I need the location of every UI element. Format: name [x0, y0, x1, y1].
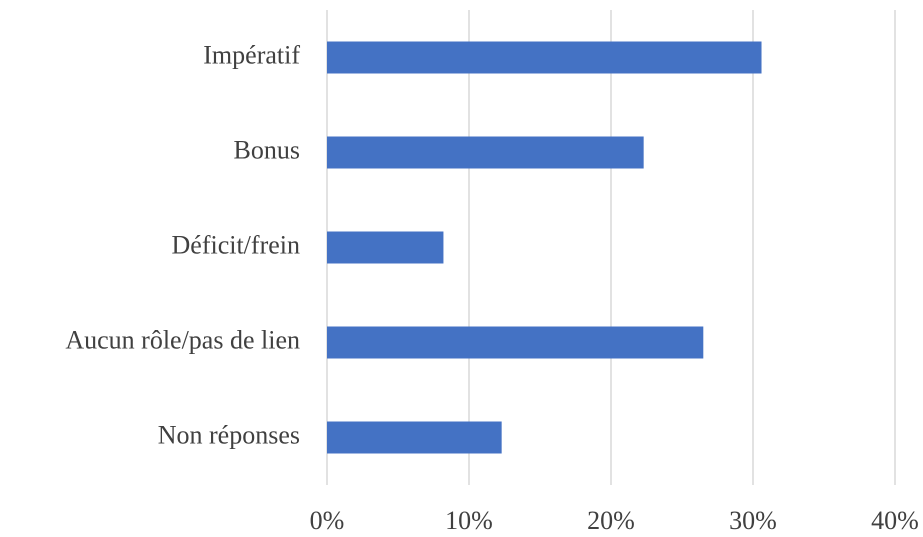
y-tick-label: Aucun rôle/pas de lien	[65, 325, 300, 354]
x-tick-label: 20%	[587, 506, 635, 535]
y-tick-label: Bonus	[234, 135, 300, 164]
bar	[327, 421, 502, 454]
y-tick-label: Non réponses	[158, 420, 300, 449]
x-tick-label: 0%	[310, 506, 345, 535]
bar	[327, 136, 644, 169]
x-tick-label: 40%	[871, 506, 919, 535]
bar	[327, 326, 704, 359]
bar	[327, 41, 762, 74]
y-tick-label: Impératif	[203, 40, 300, 69]
x-tick-label: 10%	[445, 506, 493, 535]
x-tick-label: 30%	[729, 506, 777, 535]
bar	[327, 231, 444, 264]
y-tick-label: Déficit/frein	[172, 230, 301, 259]
